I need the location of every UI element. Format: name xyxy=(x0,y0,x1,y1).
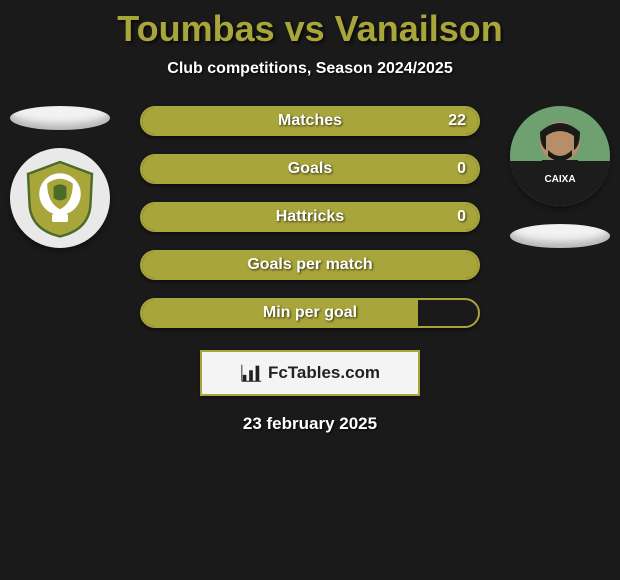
player-photo-right: CAIXA xyxy=(510,106,610,206)
stat-label: Goals xyxy=(288,160,332,178)
stat-row: Hattricks 0 xyxy=(140,202,480,232)
shield-icon xyxy=(20,158,100,238)
stats-list: Matches 22 Goals 0 Hattricks 0 Goals per match… xyxy=(140,106,480,328)
player-left xyxy=(10,106,110,246)
stat-label: Hattricks xyxy=(276,208,344,226)
player-right: CAIXA xyxy=(510,106,610,246)
stat-row: Min per goal xyxy=(140,298,480,328)
bar-chart-icon xyxy=(240,362,262,384)
date-label: 23 february 2025 xyxy=(0,414,620,434)
page-title: Toumbas vs Vanailson xyxy=(0,8,620,50)
stat-value-right: 0 xyxy=(457,208,466,226)
stat-label: Matches xyxy=(278,112,342,130)
avatar-placeholder-left xyxy=(10,106,110,130)
stat-label: Goals per match xyxy=(247,256,372,274)
avatar-placeholder-right xyxy=(510,224,610,248)
stat-row: Goals 0 xyxy=(140,154,480,184)
brand-box[interactable]: FcTables.com xyxy=(200,350,420,396)
club-logo-left xyxy=(10,148,110,248)
jersey-text: CAIXA xyxy=(544,174,575,185)
stat-value-right: 22 xyxy=(448,112,466,130)
stat-value-right: 0 xyxy=(457,160,466,178)
stat-label: Min per goal xyxy=(263,304,357,322)
stat-row: Goals per match xyxy=(140,250,480,280)
brand-label: FcTables.com xyxy=(268,363,380,383)
person-icon: CAIXA xyxy=(510,106,610,206)
stat-row: Matches 22 xyxy=(140,106,480,136)
subtitle: Club competitions, Season 2024/2025 xyxy=(0,60,620,78)
